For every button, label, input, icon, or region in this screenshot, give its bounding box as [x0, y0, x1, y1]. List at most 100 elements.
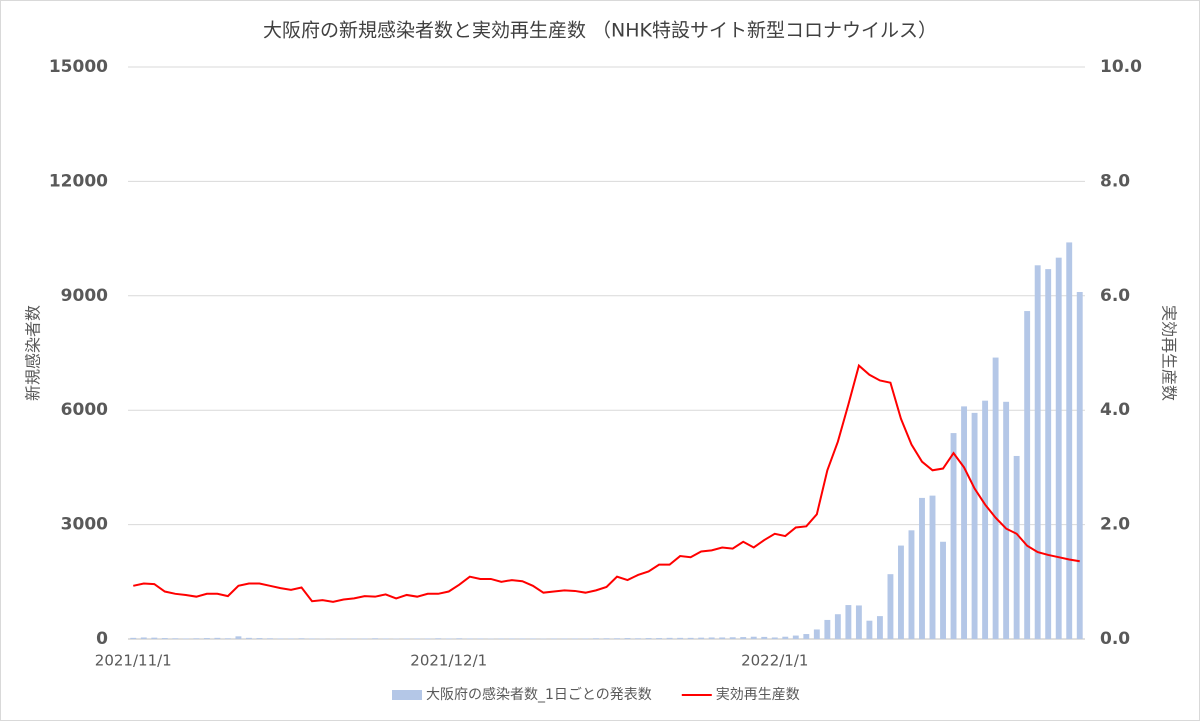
y2-tick-label: 6.0 — [1100, 286, 1130, 306]
bar — [940, 541, 946, 639]
bar — [593, 638, 599, 639]
bar — [666, 637, 673, 639]
bar — [908, 530, 915, 639]
bar — [519, 638, 526, 639]
bar — [456, 638, 463, 639]
y2-tick-label: 0.0 — [1100, 629, 1130, 649]
bar — [866, 620, 873, 639]
bar — [771, 637, 778, 639]
bar — [561, 638, 568, 639]
bar — [603, 638, 610, 639]
y-tick-label: 15000 — [49, 57, 108, 77]
y-axis-title: 新規感染者数 — [24, 305, 43, 401]
bar — [572, 638, 578, 639]
bar — [761, 636, 768, 639]
bar — [372, 638, 379, 639]
bar — [203, 638, 210, 639]
bar — [382, 638, 389, 639]
bar — [982, 400, 989, 639]
bar — [445, 638, 452, 639]
line — [133, 363, 1080, 603]
bar — [950, 433, 957, 639]
bar — [792, 635, 799, 639]
bar — [929, 495, 936, 639]
bar — [624, 638, 631, 639]
bar — [193, 638, 200, 639]
x-tick-label: 2021/11/1 — [95, 652, 172, 670]
bar — [161, 638, 168, 639]
bar — [971, 412, 978, 639]
bar — [582, 638, 589, 639]
bar — [340, 638, 347, 639]
bar — [834, 614, 841, 639]
x-tick-label: 2022/1/1 — [741, 652, 808, 670]
bar — [477, 638, 484, 639]
legend-label: 大阪府の感染者数_1日ごとの発表数 — [426, 686, 652, 703]
bar — [698, 637, 705, 639]
y2-axis-title: 実効再生産数 — [1160, 305, 1179, 401]
bar — [424, 638, 431, 639]
y-tick-label: 3000 — [61, 515, 108, 535]
bar — [435, 638, 442, 639]
bar — [645, 638, 652, 639]
bar — [845, 605, 852, 639]
bar — [351, 638, 358, 639]
bar — [498, 638, 505, 639]
chart-title: 大阪府の新規感染者数と実効再生産数 （NHK特設サイト新型コロナウイルス） — [263, 20, 937, 42]
bar — [992, 357, 999, 639]
y2-tick-label: 4.0 — [1100, 400, 1130, 420]
y-tick-label: 12000 — [49, 171, 108, 191]
bar — [656, 638, 663, 639]
bar — [1003, 401, 1010, 639]
bar — [740, 637, 747, 639]
bar — [172, 638, 179, 639]
bar — [687, 637, 694, 639]
bar — [288, 638, 294, 639]
bar — [887, 574, 894, 639]
bar — [1013, 455, 1020, 639]
bar — [224, 638, 231, 639]
bar — [803, 634, 810, 639]
bar — [750, 636, 757, 639]
bar — [1024, 311, 1031, 639]
bar — [677, 637, 684, 639]
y-tick-label: 0 — [96, 629, 108, 649]
legend-swatch — [392, 690, 422, 700]
bar — [1066, 242, 1073, 639]
bar — [235, 636, 242, 639]
bar — [245, 637, 252, 639]
bar — [919, 497, 925, 639]
bar — [277, 638, 284, 639]
y-tick-label: 6000 — [61, 400, 108, 420]
bar — [550, 638, 557, 639]
bar — [782, 636, 789, 639]
x-tick-label: 2021/12/1 — [410, 652, 487, 670]
y2-tick-label: 8.0 — [1100, 171, 1130, 191]
bar — [182, 638, 189, 639]
bar — [309, 638, 315, 639]
bar — [140, 637, 147, 639]
bar — [214, 637, 221, 639]
bar — [708, 637, 715, 639]
bar — [1076, 291, 1083, 639]
legend-label: 実効再生産数 — [716, 687, 800, 703]
bar — [1055, 257, 1062, 639]
y-tick-label: 9000 — [61, 286, 108, 306]
bar — [466, 638, 473, 639]
bar — [529, 638, 536, 639]
bar — [361, 638, 368, 639]
bar — [729, 637, 736, 639]
bar — [151, 637, 158, 639]
bar — [1034, 265, 1041, 639]
bar — [508, 638, 515, 639]
bar — [130, 637, 137, 639]
bar — [961, 406, 968, 639]
bar — [256, 638, 263, 639]
bar — [1045, 269, 1052, 639]
bar — [876, 616, 883, 639]
bar — [614, 638, 620, 639]
bar — [813, 629, 820, 639]
bar — [414, 638, 421, 639]
bar — [719, 637, 726, 639]
bar — [267, 638, 273, 639]
